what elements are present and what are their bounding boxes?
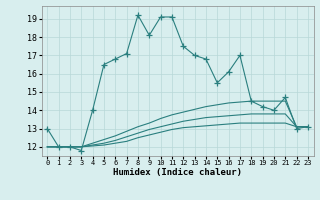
X-axis label: Humidex (Indice chaleur): Humidex (Indice chaleur) <box>113 168 242 177</box>
